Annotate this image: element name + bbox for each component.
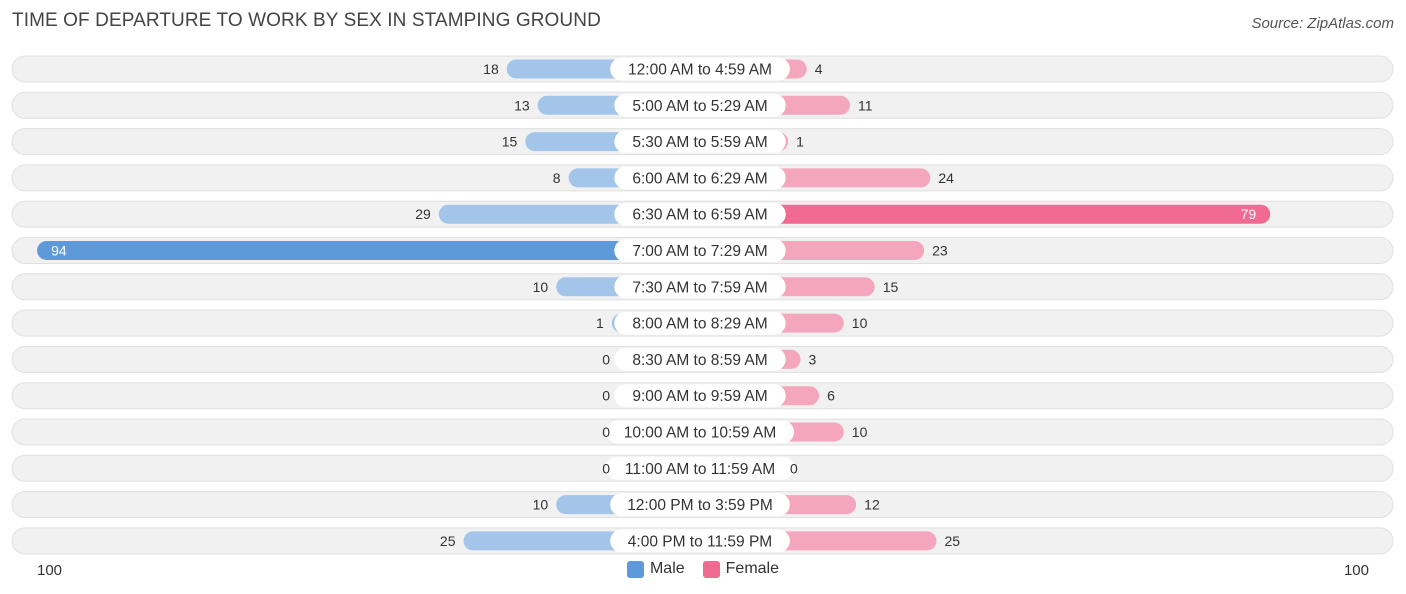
legend-item-female: Female [702, 560, 780, 578]
category-label: 12:00 AM to 4:59 AM [628, 62, 772, 79]
female-value-label: 4 [815, 61, 823, 77]
category-label: 7:00 AM to 7:29 AM [632, 243, 767, 260]
category-label: 5:00 AM to 5:29 AM [632, 98, 767, 115]
category-pill [610, 57, 790, 81]
category-pill [614, 166, 786, 190]
male-value-label: 10 [533, 497, 549, 513]
female-value-label: 24 [938, 170, 954, 186]
male-value-label: 0 [602, 460, 610, 476]
male-value-label: 15 [502, 134, 518, 150]
left-axis-max-label: 100 [37, 562, 63, 579]
category-label: 9:00 AM to 9:59 AM [632, 388, 767, 405]
category-label: 7:30 AM to 7:59 AM [632, 279, 767, 296]
female-value-label: 23 [932, 243, 948, 259]
category-label: 4:00 PM to 11:59 PM [628, 533, 772, 550]
male-value-label: 94 [51, 243, 67, 259]
male-value-label: 29 [415, 206, 431, 222]
category-label: 10:00 AM to 10:59 AM [624, 425, 777, 442]
male-value-label: 10 [533, 279, 549, 295]
female-value-label: 0 [790, 460, 798, 476]
category-label: 6:00 AM to 6:29 AM [632, 170, 767, 187]
legend-item-male: Male [626, 560, 685, 578]
category-pill [614, 311, 786, 335]
chart-title: TIME OF DEPARTURE TO WORK BY SEX IN STAM… [12, 10, 601, 31]
category-pill [614, 239, 786, 262]
male-swatch [626, 560, 644, 578]
male-bar [37, 241, 700, 260]
female-value-label: 79 [1241, 206, 1257, 222]
female-value-label: 12 [864, 497, 880, 513]
right-axis-max-label: 100 [1343, 562, 1369, 579]
female-bar [700, 204, 1271, 224]
male-value-label: 0 [602, 424, 610, 440]
category-pill [614, 275, 786, 299]
male-value-label: 8 [553, 170, 561, 186]
female-value-label: 3 [809, 351, 817, 367]
male-value-label: 25 [440, 533, 456, 549]
category-label: 8:30 AM to 8:59 AM [632, 352, 767, 369]
category-pill [614, 202, 786, 226]
source-label: Source: ZipAtlas.com [1251, 15, 1394, 32]
category-label: 6:30 AM to 6:59 AM [632, 207, 767, 224]
category-pill [614, 347, 786, 371]
category-pill [614, 130, 786, 154]
legend-female-label: Female [725, 560, 780, 577]
category-label: 5:30 AM to 5:59 AM [632, 134, 767, 151]
male-value-label: 1 [596, 315, 604, 331]
female-value-label: 6 [827, 388, 835, 404]
category-label: 12:00 PM to 3:59 PM [627, 497, 773, 514]
female-value-label: 10 [852, 315, 868, 331]
category-label: 8:00 AM to 8:29 AM [632, 316, 767, 333]
female-value-label: 15 [883, 279, 899, 295]
male-value-label: 13 [514, 97, 530, 113]
legend: Male Female [0, 560, 1406, 578]
male-value-label: 18 [483, 61, 499, 77]
category-pill [614, 384, 786, 408]
category-pill [614, 93, 786, 117]
category-pill [610, 529, 790, 553]
female-value-label: 25 [945, 533, 961, 549]
female-value-label: 1 [796, 134, 804, 150]
female-swatch [702, 560, 720, 578]
category-pill [606, 420, 794, 444]
male-value-label: 0 [602, 388, 610, 404]
female-value-label: 11 [858, 97, 873, 113]
female-value-label: 10 [852, 424, 868, 440]
category-label: 11:00 AM to 11:59 AM [625, 461, 775, 478]
male-value-label: 0 [602, 351, 610, 367]
category-pill [606, 456, 794, 480]
legend-male-label: Male [649, 560, 685, 577]
category-pill [610, 493, 790, 517]
